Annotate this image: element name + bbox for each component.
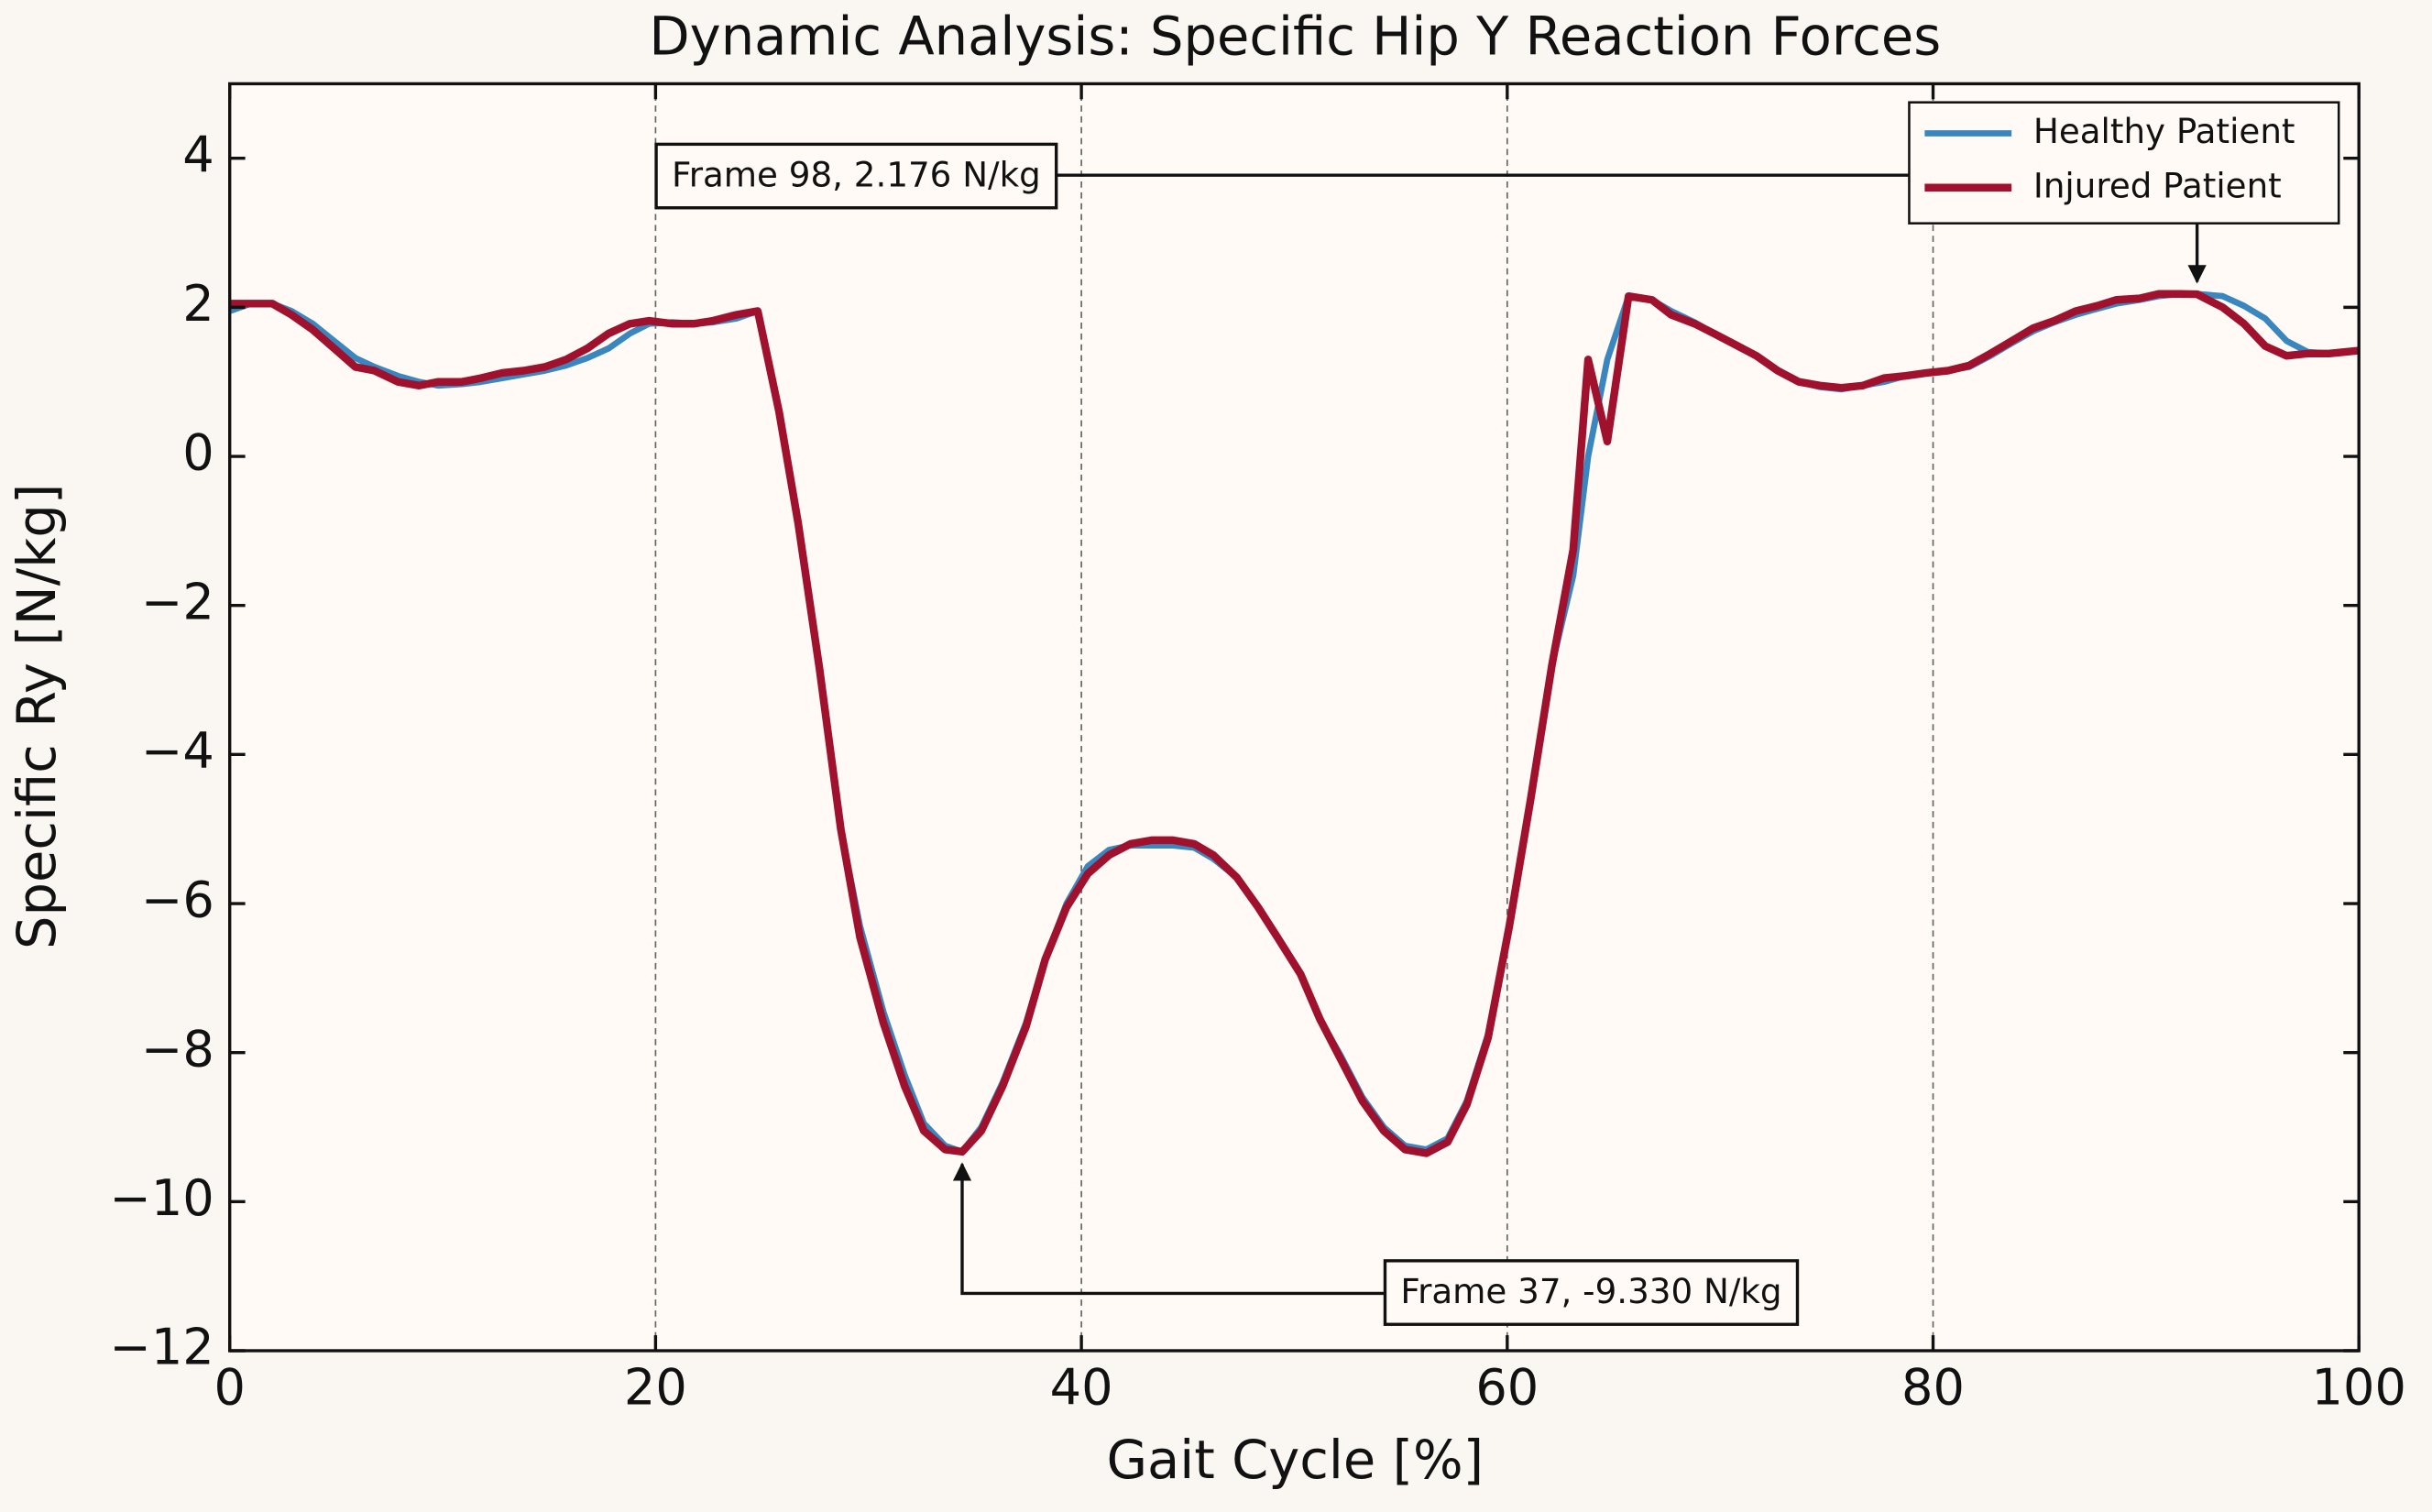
- annotation-text: Frame 98, 2.176 N/kg: [672, 154, 1041, 194]
- series-line: [229, 290, 2360, 1157]
- y-tick-label: −10: [110, 1169, 214, 1227]
- legend: Healthy Patient Injured Patient: [1908, 101, 2340, 225]
- annotation-text: Frame 37, -9.330 N/kg: [1400, 1271, 1781, 1311]
- legend-label: Injured Patient: [2033, 165, 2282, 205]
- legend-label: Healthy Patient: [2033, 111, 2295, 151]
- annotation-arrow: [952, 1162, 1386, 1296]
- y-tick-label: 0: [182, 424, 214, 482]
- y-tick-label: 4: [182, 126, 214, 183]
- annotation-box: [1383, 1259, 1800, 1326]
- plot-area: [229, 83, 2360, 1351]
- x-tick-label: 100: [2312, 1359, 2406, 1417]
- lines: [228, 290, 2360, 1157]
- plot-frame: [228, 82, 2361, 1353]
- x-tick-label: 20: [624, 1359, 687, 1417]
- x-tick-label: 40: [1050, 1359, 1113, 1417]
- grid: [654, 83, 1934, 1351]
- x-axis-label: Gait Cycle [%]: [1106, 1430, 1484, 1491]
- x-tick-label: 60: [1475, 1359, 1539, 1417]
- y-tick-label: 2: [182, 275, 214, 333]
- chart-title: Dynamic Analysis: Specific Hip Y Reactio…: [649, 6, 1941, 68]
- annotations: Frame 98, 2.176 N/kg Frame 37, -9.330 N/k…: [654, 142, 2207, 1326]
- legend-box: [1908, 101, 2340, 225]
- ticks: 0 20 40 60 80 100 −12 −10 −8 −6 −4 −2 0 2 4: [110, 83, 2406, 1417]
- y-axis-label: Specific Ry [N/kg]: [6, 484, 68, 949]
- y-tick-label: −6: [141, 871, 214, 929]
- x-tick-label: 80: [1901, 1359, 1965, 1417]
- y-tick-label: −12: [110, 1319, 214, 1376]
- x-tick-label: 0: [214, 1359, 245, 1417]
- y-tick-label: −2: [141, 573, 214, 630]
- y-tick-label: −4: [141, 722, 214, 780]
- y-tick-label: −8: [141, 1020, 214, 1078]
